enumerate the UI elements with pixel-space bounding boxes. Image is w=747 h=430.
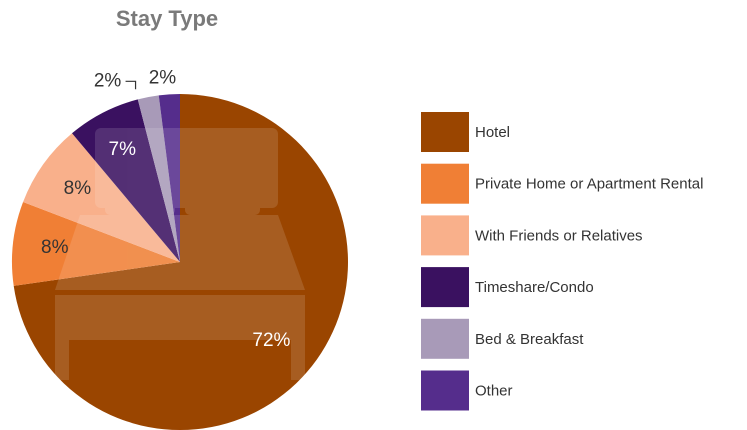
pie-slice: [13, 94, 349, 430]
pie-slice: [137, 95, 180, 262]
chart-title: Stay Type: [116, 6, 218, 31]
bed-icon: [55, 128, 305, 380]
pie-slice: [72, 99, 180, 263]
data-label: 2%: [149, 67, 177, 88]
legend-swatch: [421, 163, 469, 204]
legend-label: Timeshare/Condo: [475, 279, 594, 296]
data-label: 72%: [252, 330, 290, 351]
data-label: 7%: [109, 139, 137, 160]
legend-swatch: [421, 112, 469, 152]
legend-swatch: [421, 370, 469, 411]
legend-label: Hotel: [475, 124, 510, 141]
legend-swatch: [421, 318, 469, 359]
legend-label: Private Home or Apartment Rental: [475, 176, 703, 193]
data-label: 2%: [94, 70, 122, 91]
pie-slice: [12, 202, 180, 286]
legend-swatch: [421, 215, 469, 256]
pie-slice: [23, 133, 181, 262]
legend-label: Bed & Breakfast: [475, 331, 584, 348]
legend-label: With Friends or Relatives: [475, 227, 643, 244]
legend-swatch: [421, 267, 469, 308]
legend-label: Other: [475, 382, 513, 399]
pie-slice: [158, 94, 180, 262]
data-label: 8%: [41, 237, 69, 258]
pie: [12, 94, 349, 430]
data-label: 8%: [64, 178, 92, 199]
leader-line: [125, 80, 137, 90]
